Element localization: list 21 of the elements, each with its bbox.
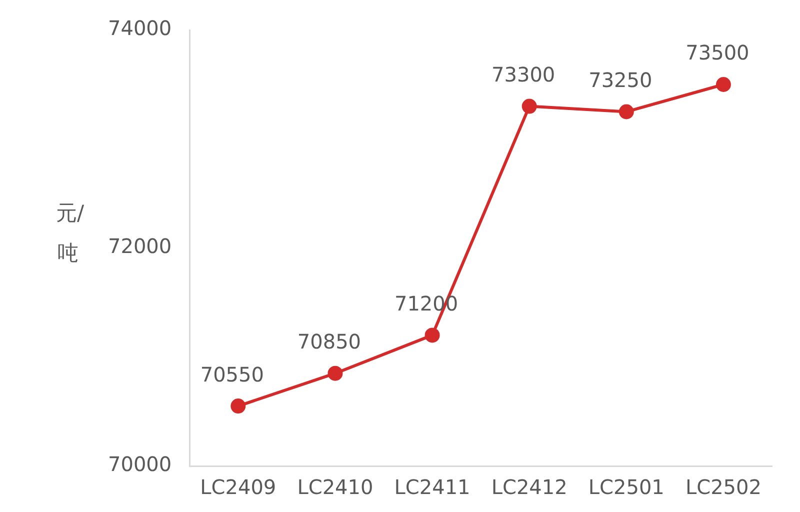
x-tick-label: LC2409 (200, 475, 276, 500)
x-tick-label: LC2501 (588, 475, 664, 500)
x-tick-label: LC2410 (297, 475, 374, 500)
point (230, 398, 246, 414)
point (424, 328, 440, 343)
point (522, 98, 537, 114)
point (618, 104, 634, 120)
y-axis-title: 元/吨 (56, 200, 84, 267)
point (716, 77, 731, 92)
data-label: 73250 (588, 68, 652, 92)
x-tick-label: LC2412 (491, 475, 568, 500)
x-tick-label: LC2502 (685, 475, 762, 500)
y-tick-label: 74000 (108, 16, 172, 40)
x-tick-label: LC2411 (394, 475, 470, 500)
data-label: 70550 (200, 362, 264, 386)
y-tick-label: 70000 (108, 452, 172, 476)
point (328, 366, 343, 381)
data-label: 70850 (297, 330, 362, 354)
y-tick-label: 72000 (108, 234, 172, 258)
data-label: 73500 (686, 40, 750, 65)
data-label: 73300 (492, 62, 556, 87)
